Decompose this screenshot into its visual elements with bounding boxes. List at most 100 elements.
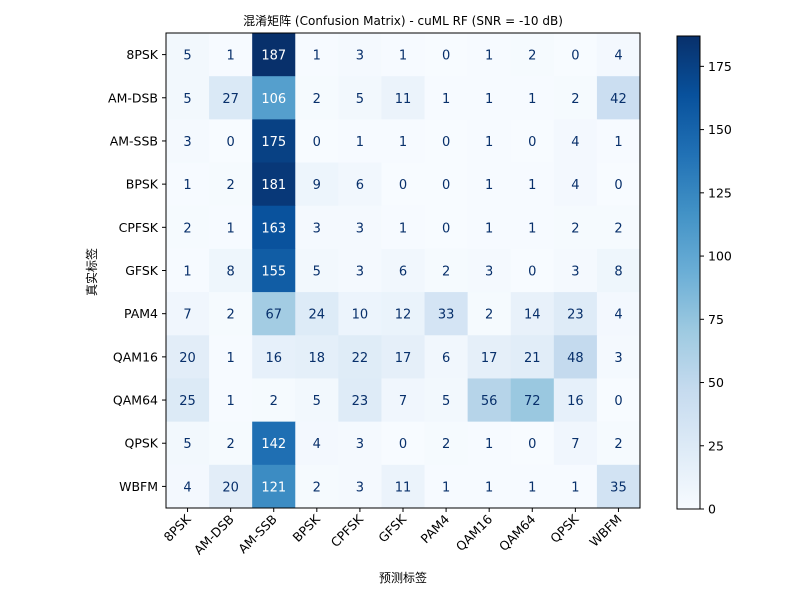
heatmap-cell: [166, 292, 210, 336]
heatmap-cell: [381, 464, 426, 509]
heatmap-cell: [252, 248, 296, 293]
heatmap-cell: [510, 464, 555, 509]
heatmap-cell: [510, 421, 555, 466]
cell-value-label: 4: [571, 135, 579, 150]
heatmap-cell: [295, 33, 339, 77]
cell-value-label: 3: [356, 437, 364, 452]
cell-value-label: 0: [528, 437, 536, 452]
cell-value-label: 1: [183, 265, 191, 280]
cell-value-label: 27: [222, 92, 239, 107]
x-tick-label: AM-SSB: [235, 512, 280, 557]
cell-value-label: 0: [399, 437, 407, 452]
heatmap-cell: [381, 76, 426, 120]
cell-value-label: 0: [399, 178, 407, 193]
cell-value-label: 5: [183, 92, 191, 107]
heatmap-cell: [424, 248, 469, 293]
cell-value-label: 1: [614, 135, 622, 150]
cell-value-label: 0: [528, 265, 536, 280]
heatmap-cell: [510, 292, 555, 336]
heatmap-cell: [338, 33, 382, 77]
heatmap-cell: [424, 205, 469, 250]
heatmap-cell: [209, 335, 253, 379]
heatmap-cell: [424, 292, 469, 336]
cell-value-label: 5: [313, 265, 321, 280]
cell-value-label: 1: [313, 49, 321, 64]
heatmap-cell: [209, 33, 253, 77]
cell-value-label: 7: [399, 394, 407, 409]
cell-value-label: 1: [485, 135, 493, 150]
y-tick-label: 8PSK: [126, 47, 158, 62]
heatmap-cell: [596, 162, 641, 207]
heatmap-cell: [381, 162, 426, 207]
y-tick-label: AM-SSB: [110, 133, 158, 148]
heatmap-cell: [424, 162, 469, 207]
cell-value-label: 0: [528, 135, 536, 150]
cell-value-label: 3: [485, 265, 493, 280]
cell-value-label: 1: [226, 49, 234, 64]
cell-value-label: 5: [183, 49, 191, 64]
heatmap-cell: [553, 378, 598, 423]
cell-value-label: 3: [313, 221, 321, 236]
heatmap-cell: [553, 33, 598, 77]
heatmap-cell: [510, 248, 555, 293]
cell-value-label: 23: [352, 394, 369, 409]
colorbar-tick-label: 150: [708, 122, 732, 137]
heatmap-cell: [467, 421, 512, 466]
cell-value-label: 0: [226, 135, 234, 150]
heatmap-cell: [553, 205, 598, 250]
heatmap-cell: [381, 292, 426, 336]
cell-value-label: 1: [226, 351, 234, 366]
cell-value-label: 0: [614, 178, 622, 193]
heatmap-cell: [338, 205, 382, 250]
cell-value-label: 21: [524, 351, 541, 366]
cell-value-label: 8: [226, 265, 234, 280]
cell-value-label: 1: [485, 221, 493, 236]
cell-value-label: 8: [614, 265, 622, 280]
y-tick-label: QPSK: [124, 436, 158, 451]
heatmap-cell: [467, 335, 512, 379]
cell-value-label: 56: [481, 394, 498, 409]
y-tick-label: AM-DSB: [108, 90, 158, 105]
heatmap-cell: [424, 76, 469, 120]
x-tick-label: QAM64: [496, 511, 539, 554]
heatmap-cell: [424, 335, 469, 379]
cell-value-label: 1: [485, 49, 493, 64]
heatmap-cell: [467, 205, 512, 250]
heatmap-cell: [381, 119, 426, 164]
cell-value-label: 2: [226, 437, 234, 452]
cell-value-label: 2: [442, 265, 450, 280]
cell-value-label: 2: [226, 308, 234, 323]
cell-value-label: 2: [313, 480, 321, 495]
heatmap-cell: [338, 119, 382, 164]
cell-value-label: 35: [610, 480, 627, 495]
cell-value-label: 17: [395, 351, 412, 366]
heatmap-cell: [596, 378, 641, 423]
heatmap-cell: [553, 162, 598, 207]
heatmap-cell: [295, 162, 339, 207]
heatmap-cell: [166, 162, 210, 207]
heatmap-cell: [553, 421, 598, 466]
cell-value-label: 6: [399, 265, 407, 280]
heatmap-cell: [467, 292, 512, 336]
heatmap-cell: [338, 464, 382, 509]
cell-value-label: 4: [614, 308, 622, 323]
colorbar-tick-label: 25: [708, 438, 724, 453]
x-tick-label: AM-DSB: [191, 512, 237, 558]
cell-value-label: 22: [352, 351, 369, 366]
x-tick-label: PAM4: [418, 511, 453, 546]
heatmap-cell: [252, 421, 296, 466]
y-axis-title: 真实标签: [84, 248, 99, 296]
cell-value-label: 0: [442, 49, 450, 64]
colorbar-tick-label: 75: [708, 312, 724, 327]
y-tick-label: QAM64: [113, 393, 158, 408]
colorbar-gradient: [676, 35, 701, 510]
heatmap-cell: [295, 378, 339, 423]
heatmap-cell: [252, 464, 296, 509]
heatmap-cell: [252, 378, 296, 423]
heatmap-cell: [510, 33, 555, 77]
heatmap-cell: [295, 335, 339, 379]
cell-value-label: 20: [222, 480, 239, 495]
colorbar-tick-label: 175: [708, 59, 732, 74]
heatmap-cell: [467, 119, 512, 164]
